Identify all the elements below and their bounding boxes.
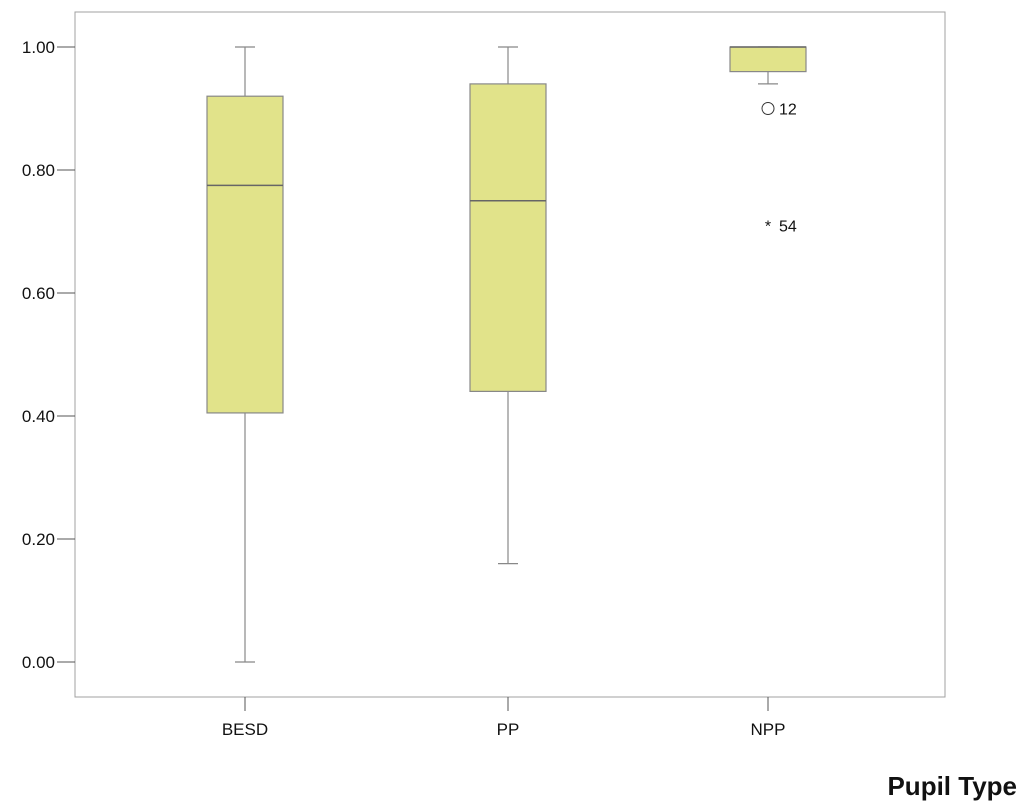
x-tick-label: BESD: [222, 720, 268, 739]
x-axis: BESD PP NPP: [222, 697, 786, 739]
y-axis: 0.00 0.20 0.40 0.60 0.80 1.00: [22, 38, 75, 672]
outlier-star: *: [765, 218, 771, 235]
y-tick-label: 1.00: [22, 38, 55, 57]
y-tick-label: 0.00: [22, 653, 55, 672]
box-iqr: [469, 83, 547, 393]
x-tick-label: PP: [497, 720, 520, 739]
y-tick-label: 0.40: [22, 407, 55, 426]
y-tick-label: 0.60: [22, 284, 55, 303]
box-iqr: [206, 95, 284, 414]
x-tick-label: NPP: [751, 720, 786, 739]
x-axis-title: Pupil Type: [887, 771, 1017, 801]
box-group-pp: [469, 46, 547, 565]
box-group-npp: 12 * 54: [729, 46, 807, 235]
box-iqr: [729, 46, 807, 73]
outlier-label: 12: [779, 102, 797, 119]
box-group-besd: [206, 46, 284, 663]
y-tick-label: 0.20: [22, 530, 55, 549]
boxes: 12 * 54: [206, 46, 807, 663]
y-tick-label: 0.80: [22, 161, 55, 180]
outlier-label: 54: [779, 218, 797, 235]
outlier-circle: [761, 102, 775, 115]
